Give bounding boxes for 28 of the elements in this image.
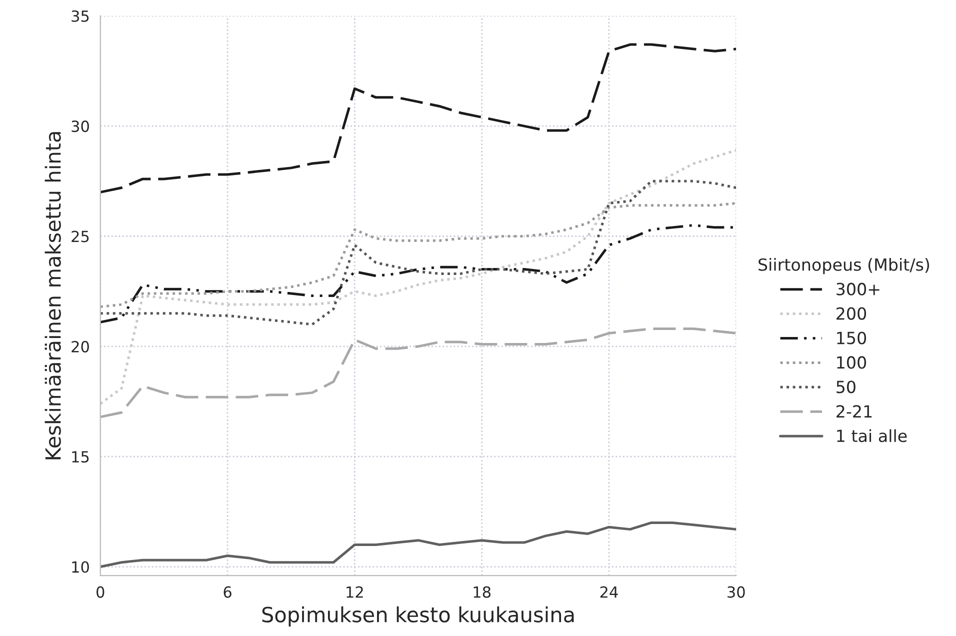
legend-label: 150	[837, 332, 866, 344]
y-tick-label: 10	[72, 561, 89, 573]
x-tick-label: 18	[474, 586, 490, 598]
x-tick-label: 12	[346, 586, 363, 598]
line-series	[100, 43, 736, 194]
line-series	[100, 180, 736, 326]
x-tick-label: 30	[728, 586, 745, 598]
line-series	[100, 149, 736, 405]
y-axis-title: Keskimääräinen maksettu hinta	[44, 132, 61, 460]
legend-label: 50	[836, 380, 856, 394]
y-tick-label: 15	[72, 451, 89, 463]
y-tick-label: 25	[72, 230, 89, 242]
y-tick-label: 35	[72, 10, 89, 22]
line-series	[100, 521, 736, 568]
x-axis-title: Sopimuksen kesto kuukausina	[262, 606, 574, 626]
x-tick-label: 0	[96, 586, 104, 598]
legend-label: 100	[837, 356, 866, 369]
legend-title: Siirtonopeus (Mbit/s)	[758, 258, 930, 274]
legend-label: 2-21	[836, 405, 872, 418]
legend-label: 200	[836, 307, 866, 320]
legend-label: 300+	[836, 282, 880, 296]
line-series	[100, 328, 736, 418]
y-tick-label: 30	[72, 120, 89, 132]
x-tick-label: 24	[600, 586, 618, 598]
x-tick-label: 6	[224, 586, 232, 598]
legend-label: 1 tai alle	[837, 429, 907, 442]
y-tick-label: 20	[72, 340, 89, 352]
line-series	[100, 202, 736, 308]
